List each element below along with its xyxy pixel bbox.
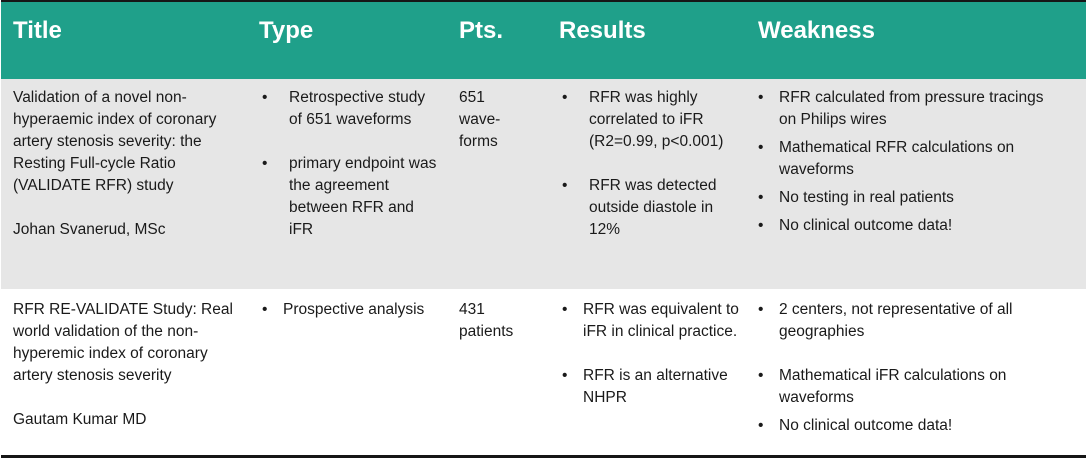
title-cell: RFR RE-VALIDATE Study: Real world valida… [13, 299, 241, 431]
weakness-cell: RFR calculated from pressure tracings on… [755, 87, 1055, 237]
header-pts: Pts. [459, 17, 504, 44]
pts-line: wave- [459, 111, 501, 128]
result-item: RFR was equivalent to iFR in clinical pr… [559, 299, 739, 343]
table-header: Title Type Pts. Results Weakness [1, 0, 1086, 81]
type-cell: Prospective analysis [259, 299, 439, 321]
study-title-line: artery stenosis severity [13, 367, 172, 384]
study-title-line: artery stenosis severity: the [13, 133, 202, 150]
weakness-cell: 2 centers, not representative of all geo… [755, 299, 1055, 437]
pts-cell: 651 wave- forms [459, 87, 539, 153]
type-item: Prospective analysis [259, 299, 439, 321]
study-title-line: Validation of a novel non- [13, 89, 187, 106]
study-title-line: hyperemic index of coronary [13, 345, 208, 362]
result-item: RFR was highly correlated to iFR (R2=0.9… [559, 87, 739, 153]
pts-line: patients [459, 323, 514, 340]
pts-cell: 431 patients [459, 299, 539, 343]
title-cell: Validation of a novel non- hyperaemic in… [13, 87, 241, 241]
weakness-item: RFR calculated from pressure tracings on… [755, 87, 1055, 131]
row-divider [1, 289, 1086, 291]
study-title-line: (VALIDATE RFR) study [13, 177, 174, 194]
weakness-item: 2 centers, not representative of all geo… [755, 299, 1055, 343]
result-item: RFR is an alternative NHPR [559, 365, 739, 409]
weakness-item: No testing in real patients [755, 187, 1055, 209]
study-title-line: Resting Full-cycle Ratio [13, 155, 176, 172]
header-results: Results [559, 17, 646, 44]
study-title-line: world validation of the non- [13, 323, 199, 340]
type-item: Retrospective study of 651 waveforms [259, 87, 439, 131]
weakness-item: Mathematical iFR calculations on wavefor… [755, 365, 1055, 409]
study-title-line: RFR RE-VALIDATE Study: Real [13, 301, 233, 318]
weakness-item: Mathematical RFR calculations on wavefor… [755, 137, 1055, 181]
header-title: Title [13, 17, 62, 44]
pts-line: 651 [459, 89, 485, 106]
study-title-line: hyperaemic index of coronary [13, 111, 217, 128]
weakness-item: No clinical outcome data! [755, 215, 1055, 237]
header-weakness: Weakness [758, 17, 875, 44]
table-row: Validation of a novel non- hyperaemic in… [1, 79, 1086, 289]
type-item: primary endpoint was the agreement betwe… [259, 153, 439, 241]
table-row: RFR RE-VALIDATE Study: Real world valida… [1, 291, 1086, 458]
header-type: Type [259, 17, 314, 44]
pts-line: forms [459, 133, 498, 150]
pts-line: 431 [459, 301, 485, 318]
results-cell: RFR was highly correlated to iFR (R2=0.9… [559, 87, 739, 241]
study-author: Johan Svanerud, MSc [13, 221, 166, 238]
study-author: Gautam Kumar MD [13, 411, 147, 428]
weakness-item: No clinical outcome data! [755, 415, 1055, 437]
results-cell: RFR was equivalent to iFR in clinical pr… [559, 299, 739, 409]
result-item: RFR was detected outside diastole in 12% [559, 175, 739, 241]
type-cell: Retrospective study of 651 waveforms pri… [259, 87, 439, 241]
